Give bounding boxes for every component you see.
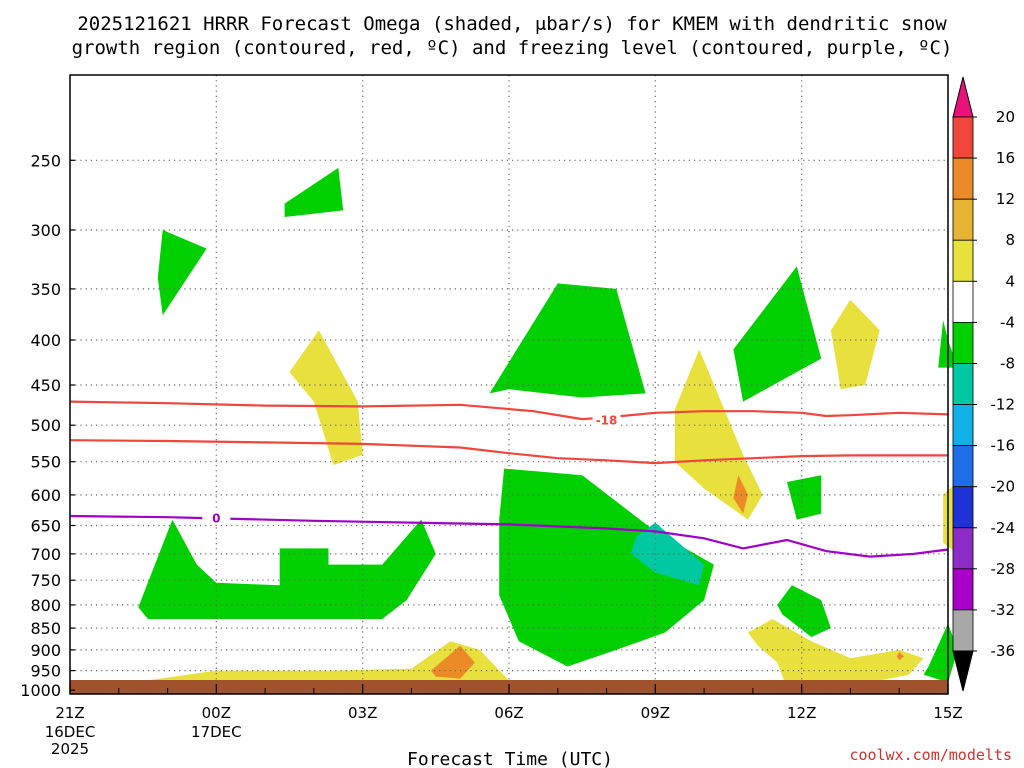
colorbar-segment (952, 239, 974, 282)
y-tick-label: 700 (30, 545, 61, 564)
omega-region-0-1 (157, 230, 207, 316)
omega-region-0-5 (787, 475, 822, 520)
omega-region-0-10 (923, 623, 958, 683)
title-line-1: 2025121621 HRRR Forecast Omega (shaded, … (77, 13, 947, 35)
y-tick-label: 300 (30, 221, 61, 240)
x-tick-label: 06Z (494, 704, 523, 722)
y-tick-label: 450 (30, 376, 61, 395)
colorbar-label: 20 (996, 108, 1015, 126)
y-axis-ticks: 250 300 350 400 450 500 550 600 650 700 750 800 850 9… (20, 151, 75, 700)
x-tick-year: 2025 (51, 740, 89, 758)
y-tick-label: 850 (30, 619, 61, 638)
omega-region-0-2 (489, 283, 646, 398)
colorbar-label: -28 (991, 560, 1016, 578)
colorbar-segment (952, 157, 974, 200)
credit-link[interactable]: coolwx.com/modelts (849, 746, 1012, 764)
y-tick-label: 350 (30, 280, 61, 299)
colorbar-label: -32 (991, 601, 1016, 619)
colorbar-segment (952, 486, 974, 529)
colorbar-label: -16 (991, 437, 1016, 455)
x-tick-date: 17DEC (191, 723, 242, 741)
colorbar-label: 4 (1005, 272, 1015, 290)
x-tick-label: 15Z (933, 704, 962, 722)
colorbar-segment (952, 404, 974, 446)
y-tick-label: 950 (30, 662, 61, 681)
y-tick-label: 500 (30, 416, 61, 435)
contour-line-3 (69, 439, 948, 465)
omega-region-0-9 (777, 585, 831, 637)
title-line-2: growth region (contoured, red, ºC) and f… (72, 37, 953, 59)
x-tick-date: 16DEC (45, 723, 96, 741)
x-tick-label: 00Z (202, 704, 231, 722)
contour-label: -18 (596, 414, 618, 428)
omega-region-0-6 (138, 519, 436, 619)
colorbar-label: -20 (991, 478, 1016, 496)
contour-lines: -18 0 (69, 400, 949, 558)
omega-region-1-2 (674, 349, 763, 520)
y-tick-label: 400 (30, 331, 61, 350)
omega-region-1-8 (896, 652, 905, 661)
omega-region-1-1 (830, 299, 880, 390)
chart-title: 2025121621 HRRR Forecast Omega (shaded, … (72, 13, 953, 59)
colorbar-label: -8 (1000, 355, 1015, 373)
colorbar-label: -4 (1000, 313, 1015, 331)
omega-region-0-7 (499, 468, 714, 667)
omega-region-0-8 (630, 522, 705, 586)
colorbar-label: -36 (991, 642, 1016, 660)
x-tick-label: 09Z (641, 704, 670, 722)
colorbar-segment (952, 321, 974, 364)
omega-region-1-3 (733, 475, 748, 514)
contour-line-4 (69, 514, 949, 558)
colorbar-label: -24 (991, 519, 1016, 537)
omega-region-1-0 (289, 330, 363, 466)
omega-shaded-regions (118, 167, 958, 691)
x-tick-label: 03Z (348, 704, 377, 722)
colorbar-top-arrow (952, 76, 974, 118)
colorbar: 20 16 12 8 4 -4 -8 -12 -16 -20 -24 -28 -32 -36 (952, 76, 1016, 692)
colorbar-segment (952, 609, 974, 652)
colorbar-segment (952, 363, 974, 405)
x-axis-label: Forecast Time (UTC) (407, 749, 613, 768)
x-tick-label: 21Z (55, 704, 84, 722)
colorbar-label: 12 (996, 190, 1015, 208)
y-tick-label: 250 (30, 151, 61, 170)
y-tick-label: 600 (30, 486, 61, 505)
colorbar-bottom-arrow (952, 650, 974, 692)
colorbar-segment (952, 280, 974, 323)
colorbar-label: -12 (991, 396, 1016, 414)
colorbar-segment (952, 527, 974, 570)
colorbar-segment (952, 116, 974, 159)
y-tick-label: 900 (30, 641, 61, 660)
contour-line-2 (69, 400, 949, 421)
omega-region-1-6 (431, 645, 475, 679)
y-tick-label: 750 (30, 571, 61, 590)
y-tick-label: 550 (30, 453, 61, 472)
contour-label-bg (592, 412, 621, 427)
omega-region-0-0 (284, 167, 344, 217)
colorbar-segment (952, 568, 974, 611)
y-tick-label: 1000 (20, 681, 61, 700)
x-tick-label: 12Z (787, 704, 816, 722)
omega-region-0-3 (733, 266, 822, 402)
contour-label: 0 (212, 511, 220, 525)
y-tick-label: 650 (30, 517, 61, 536)
colorbar-label: 16 (996, 149, 1015, 167)
colorbar-segment (952, 445, 974, 488)
y-tick-label: 800 (30, 596, 61, 615)
contour-label-bg (202, 510, 231, 525)
colorbar-segment (952, 198, 974, 241)
omega-region-1-7 (748, 619, 924, 689)
colorbar-label: 8 (1005, 231, 1015, 249)
omega-region-1-5 (118, 641, 510, 691)
